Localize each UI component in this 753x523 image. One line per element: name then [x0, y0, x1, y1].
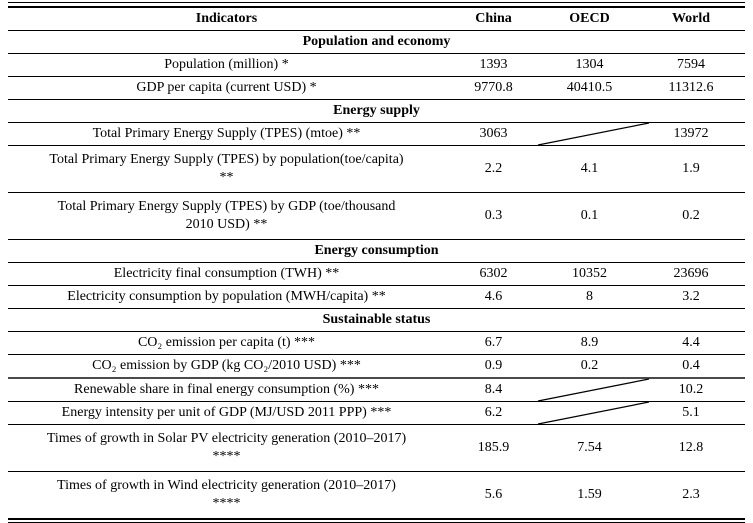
indicator-label: Times of growth in Solar PV electricity …: [46, 430, 407, 464]
value-cell-oecd: 8.9: [580, 334, 599, 350]
value-cell-world: 0.2: [682, 207, 700, 223]
value-cell-oecd: 0.2: [580, 357, 599, 373]
value-cell-oecd: 40410.5: [566, 79, 613, 95]
value-cell-world: 4.4: [682, 334, 700, 350]
value-cell-oecd: 10352: [572, 265, 607, 281]
table-row-wind-growth: Times of growth in Wind electricity gene…: [8, 472, 745, 520]
no-data-cell-oecd: [542, 378, 637, 402]
table-header-row: Indicators China OECD World: [8, 7, 745, 31]
no-data-slash-icon: [538, 123, 649, 145]
section-header-energy-consumption: Energy consumption: [8, 240, 745, 263]
no-data-slash-icon: [538, 379, 649, 401]
indicator-cell: Energy intensity per unit of GDP (MJ/USD…: [61, 404, 392, 420]
table-row-energy-intensity: Energy intensity per unit of GDP (MJ/USD…: [8, 402, 745, 425]
value-cell-oecd: 1304: [575, 56, 604, 72]
indicator-cell: Total Primary Energy Supply (TPES) (mtoe…: [92, 125, 361, 141]
section-title: Sustainable status: [322, 311, 431, 327]
indicator-cell: Electricity final consumption (TWH) **: [113, 265, 340, 281]
table-top-thin-rule: [8, 2, 745, 3]
table-row-electricity-by-population: Electricity consumption by population (M…: [8, 286, 745, 309]
value-cell-world: 23696: [673, 265, 709, 281]
table-row-population: Population (million) * 1393 1304 7594: [8, 54, 745, 77]
indicator-cell: Total Primary Energy Supply (TPES) by GD…: [8, 193, 445, 240]
value-cell-china: 1393: [479, 56, 508, 72]
value-cell-world: 7594: [677, 56, 705, 72]
indicator-cell: Renewable share in final energy consumpt…: [74, 381, 379, 397]
value-cell-world: 0.4: [682, 357, 700, 373]
value-cell-world: 5.1: [682, 404, 700, 420]
table-row-tpes-total: Total Primary Energy Supply (TPES) (mtoe…: [8, 123, 745, 146]
section-title: Energy consumption: [314, 242, 439, 258]
no-data-cell-oecd: [542, 123, 637, 146]
value-cell-china: 0.3: [484, 207, 503, 223]
table-row-co2-by-gdp: CO₂ emission by GDP (kg CO₂/2010 USD) **…: [8, 355, 745, 378]
value-cell-world: 10.2: [678, 381, 704, 397]
value-cell-world: 3.2: [682, 288, 700, 304]
indicator-cell: Total Primary Energy Supply (TPES) by po…: [8, 146, 445, 193]
no-data-slash-icon: [538, 402, 649, 424]
no-data-cell-oecd: [542, 402, 637, 425]
table-row-co2-per-capita: CO₂ emission per capita (t) *** 6.7 8.9 …: [8, 332, 745, 355]
value-cell-world: 13972: [673, 125, 709, 141]
value-cell-oecd: 1.59: [577, 486, 602, 502]
table-row-tpes-by-gdp: Total Primary Energy Supply (TPES) by GD…: [8, 193, 745, 240]
section-header-energy-supply: Energy supply: [8, 100, 745, 123]
value-cell-oecd: 4.1: [580, 160, 599, 176]
indicator-cell: Times of growth in Wind electricity gene…: [8, 472, 445, 520]
indicator-label: Total Primary Energy Supply (TPES) by GD…: [57, 198, 396, 232]
value-cell-world: 11312.6: [668, 79, 714, 95]
table-row-gdp-per-capita: GDP per capita (current USD) * 9770.8 40…: [8, 77, 745, 100]
value-cell-oecd: 7.54: [577, 439, 602, 455]
indicator-cell: CO₂ emission by GDP (kg CO₂/2010 USD) **…: [92, 357, 361, 373]
indicator-cell: Population (million) *: [164, 56, 289, 72]
value-cell-oecd: 8: [586, 288, 593, 304]
indicator-cell: Times of growth in Solar PV electricity …: [8, 425, 445, 472]
value-cell-china: 8.4: [484, 381, 503, 397]
indicator-label: Total Primary Energy Supply (TPES) by po…: [49, 151, 404, 185]
value-cell-china: 0.9: [484, 357, 503, 373]
section-title: Energy supply: [333, 102, 420, 118]
value-cell-world: 1.9: [682, 160, 700, 176]
indicator-cell: CO₂ emission per capita (t) ***: [137, 334, 316, 350]
indicators-data-table: Indicators China OECD World Population a…: [8, 6, 745, 520]
indicator-label: Times of growth in Wind electricity gene…: [57, 477, 396, 511]
value-cell-oecd: 0.1: [580, 207, 599, 223]
value-cell-china: 4.6: [484, 288, 503, 304]
indicators-table: Indicators China OECD World Population a…: [8, 2, 745, 523]
table-row-solar-pv-growth: Times of growth in Solar PV electricity …: [8, 425, 745, 472]
table-row-tpes-by-population: Total Primary Energy Supply (TPES) by po…: [8, 146, 745, 193]
column-header-china: China: [475, 10, 512, 26]
value-cell-china: 9770.8: [474, 79, 513, 95]
table-row-renewable-share: Renewable share in final energy consumpt…: [8, 378, 745, 402]
value-cell-china: 185.9: [477, 439, 510, 455]
section-title: Population and economy: [302, 33, 451, 49]
column-header-oecd: OECD: [569, 10, 610, 26]
section-header-sustainable-status: Sustainable status: [8, 309, 745, 332]
value-cell-china: 6.2: [484, 404, 503, 420]
indicator-cell: GDP per capita (current USD) *: [136, 79, 317, 95]
value-cell-world: 2.3: [682, 486, 700, 502]
column-header-world: World: [671, 10, 711, 26]
section-header-population-economy: Population and economy: [8, 31, 745, 54]
column-header-indicators: Indicators: [195, 10, 258, 26]
value-cell-china: 5.6: [484, 486, 503, 502]
value-cell-china: 3063: [479, 125, 508, 141]
table-row-electricity-final: Electricity final consumption (TWH) ** 6…: [8, 263, 745, 286]
value-cell-china: 2.2: [484, 160, 503, 176]
indicator-cell: Electricity consumption by population (M…: [67, 288, 386, 304]
value-cell-china: 6.7: [484, 334, 503, 350]
value-cell-china: 6302: [479, 265, 508, 281]
value-cell-world: 12.8: [678, 439, 704, 455]
